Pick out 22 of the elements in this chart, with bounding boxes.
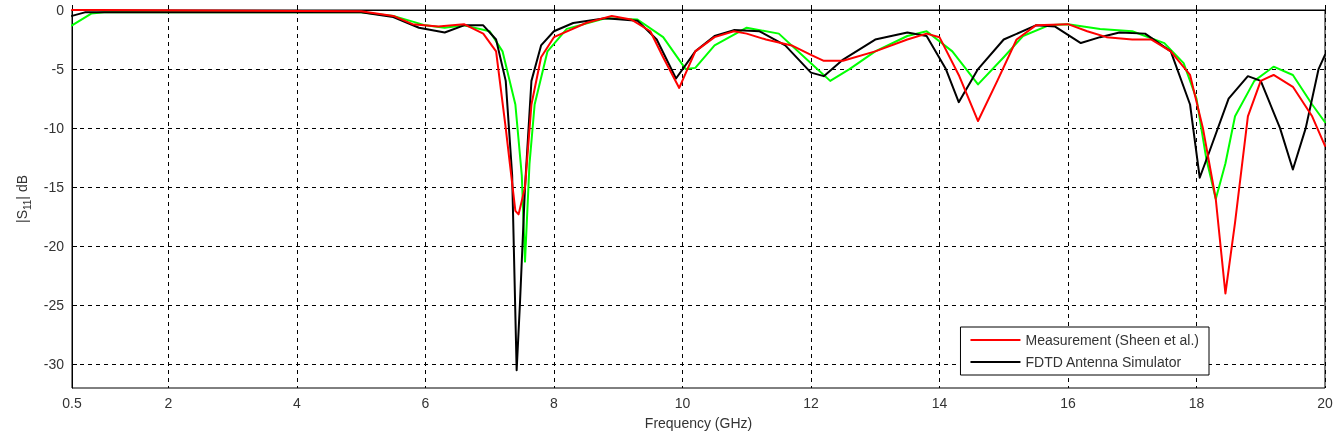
x-tick-label: 6 [421,395,430,411]
legend-label: Measurement (Sheen et al.) [1025,332,1199,348]
x-tick-label: 0.5 [62,395,82,411]
y-tick-label: -5 [51,61,65,78]
x-tick-label: 16 [1060,395,1076,411]
x-tick-label: 14 [931,395,948,411]
x-tick-label: 18 [1188,395,1205,411]
y-tick-label: -30 [43,356,65,373]
y-tick-label: -20 [43,238,65,255]
y-tick-label: -25 [43,297,65,314]
x-tick-label: 12 [803,395,819,411]
x-tick-label: 10 [674,395,691,411]
x-tick-label: 2 [164,395,173,411]
y-axis-title: |S11| dB [14,174,33,224]
y-tick-label: 0 [56,2,65,18]
x-axis-title: Frequency (GHz) [644,415,753,431]
x-tick-label: 20 [1317,395,1333,411]
y-tick-label: -10 [43,120,65,137]
y-tick-label: -15 [43,179,65,196]
x-tick-label: 4 [293,395,301,411]
legend-label: FDTD Antenna Simulator [1025,354,1182,370]
x-tick-label: 8 [550,395,559,411]
